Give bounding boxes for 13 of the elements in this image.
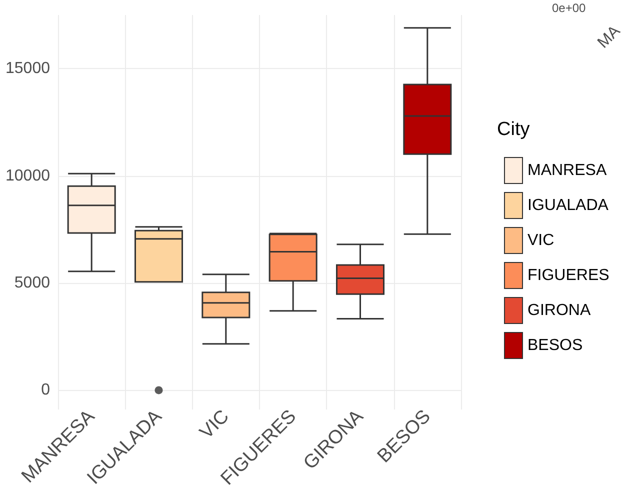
legend-label: BESOS bbox=[528, 337, 583, 354]
legend-title: City bbox=[497, 119, 530, 140]
text: 0e+00 bbox=[552, 1, 586, 15]
y-tick-label: 10000 bbox=[6, 167, 50, 184]
legend-label: GIRONA bbox=[528, 302, 591, 319]
y-tick-label: 5000 bbox=[14, 274, 50, 292]
y-tick-label: 15000 bbox=[6, 60, 50, 78]
legend-label: IGUALADA bbox=[528, 197, 609, 214]
y-tick-label: 0 bbox=[41, 382, 50, 399]
legend-label: FIGUERES bbox=[528, 267, 610, 284]
legend-label: VIC bbox=[528, 232, 554, 249]
legend-label: MANRESA bbox=[528, 162, 607, 179]
text: MA bbox=[594, 22, 624, 52]
